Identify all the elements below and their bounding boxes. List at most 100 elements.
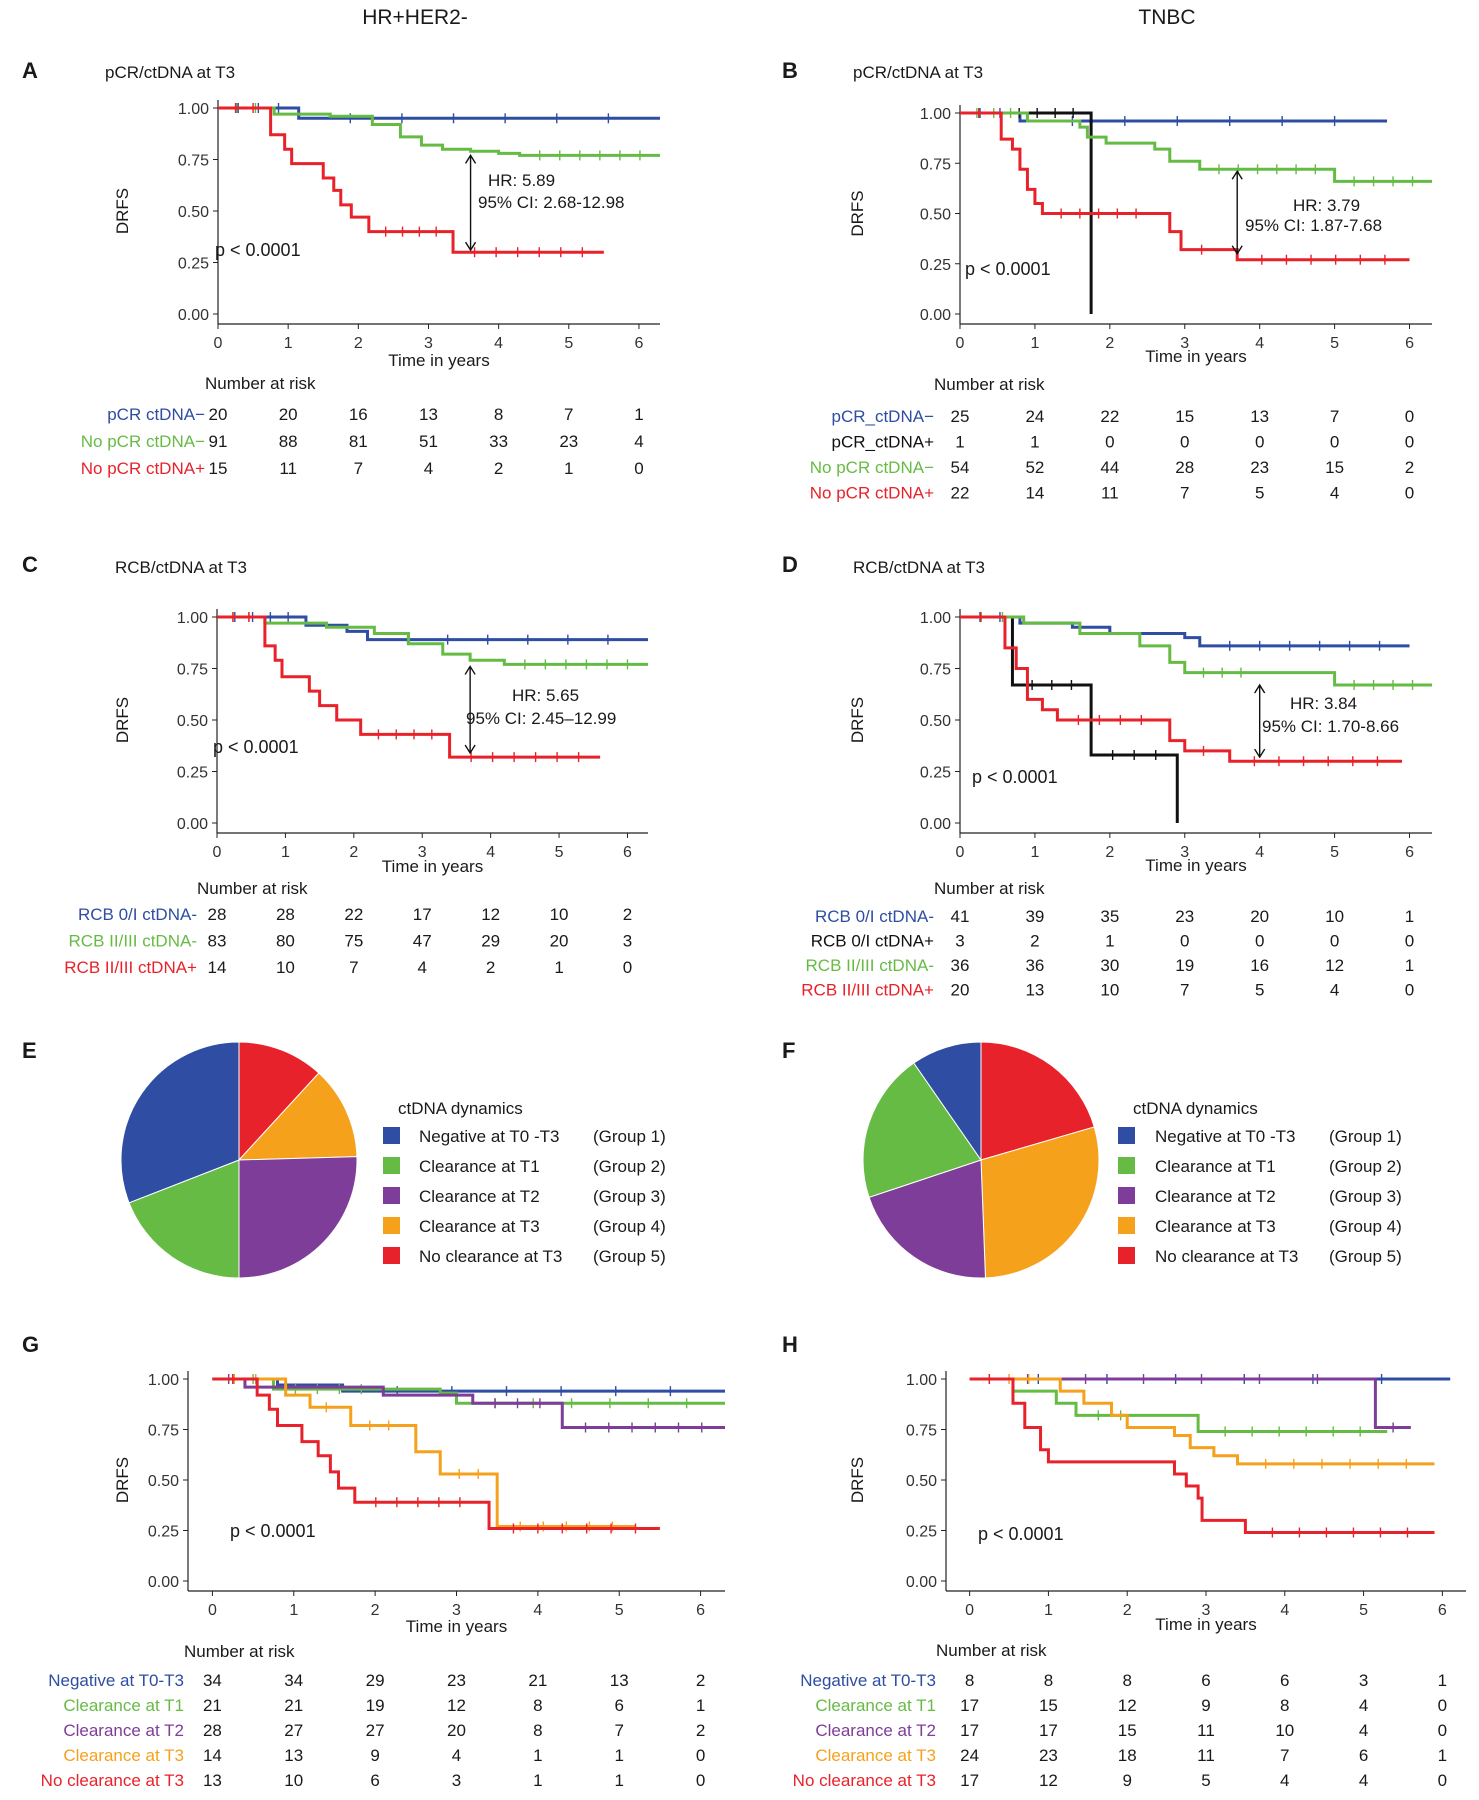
risk-cell: 20 — [1250, 907, 1269, 926]
risk-row-label: Clearance at T3 — [815, 1746, 936, 1765]
y-tick-label: 0.75 — [906, 1423, 937, 1440]
risk-cell: 3 — [1359, 1671, 1368, 1690]
series-line-purple — [212, 1377, 725, 1429]
risk-cell: 16 — [349, 405, 368, 424]
p-value-label: p < 0.0001 — [972, 767, 1058, 787]
risk-cell: 10 — [284, 1771, 303, 1790]
risk-cell: 12 — [1039, 1771, 1058, 1790]
legend-swatch-green — [383, 1157, 400, 1174]
p-value-label: p < 0.0001 — [978, 1524, 1064, 1544]
p-value-label: p < 0.0001 — [213, 737, 299, 757]
risk-cell: 0 — [1105, 433, 1114, 452]
risk-cell: 22 — [1100, 407, 1119, 426]
y-tick-label: 0.00 — [906, 1574, 937, 1591]
risk-row-label: Clearance at T3 — [63, 1746, 184, 1765]
risk-cell: 6 — [370, 1771, 379, 1790]
panel-letter: G — [22, 1332, 39, 1357]
risk-cell: 1 — [1405, 956, 1414, 975]
risk-cell: 15 — [1118, 1721, 1137, 1740]
pie-slice-red — [238, 1041, 320, 1162]
x-tick-label: 5 — [1330, 844, 1339, 861]
risk-cell: 27 — [284, 1721, 303, 1740]
risk-cell: 14 — [1025, 484, 1044, 503]
risk-cell: 1 — [1030, 433, 1039, 452]
y-tick-label: 1.00 — [906, 1372, 937, 1389]
risk-cell: 4 — [1330, 484, 1339, 503]
y-tick-label: 0.75 — [148, 1423, 179, 1440]
y-axis-label: DRFS — [113, 697, 132, 743]
risk-cell: 20 — [447, 1721, 466, 1740]
risk-cell: 0 — [1405, 932, 1414, 951]
series-line-blue — [960, 615, 1410, 648]
risk-cell: 1 — [554, 958, 563, 977]
risk-cell: 8 — [1280, 1696, 1289, 1715]
risk-cell: 2 — [486, 958, 495, 977]
risk-cell: 12 — [447, 1696, 466, 1715]
risk-cell: 28 — [276, 905, 295, 924]
risk-cell: 20 — [951, 981, 970, 1000]
legend-group: (Group 2) — [1329, 1157, 1402, 1176]
risk-cell: 39 — [1025, 907, 1044, 926]
risk-cell: 1 — [533, 1771, 542, 1790]
risk-cell: 10 — [1275, 1721, 1294, 1740]
risk-cell: 2 — [494, 459, 503, 478]
x-tick-label: 3 — [418, 844, 427, 861]
x-axis-label: Time in years — [1145, 856, 1246, 875]
risk-cell: 1 — [614, 1746, 623, 1765]
series-line-green — [969, 1377, 1388, 1434]
risk-cell: 12 — [1118, 1696, 1137, 1715]
y-tick-label: 1.00 — [148, 1372, 179, 1389]
x-axis-label: Time in years — [1155, 1615, 1256, 1634]
y-tick-label: 1.00 — [178, 101, 209, 118]
series-line-green — [960, 615, 1432, 687]
risk-cell: 20 — [550, 932, 569, 951]
risk-cell: 28 — [1175, 458, 1194, 477]
risk-cell: 0 — [1330, 932, 1339, 951]
risk-cell: 44 — [1100, 458, 1119, 477]
panel-letter: F — [782, 1038, 795, 1063]
risk-cell: 15 — [209, 459, 228, 478]
x-tick-label: 5 — [564, 335, 573, 352]
risk-cell: 1 — [1105, 932, 1114, 951]
risk-cell: 2 — [1030, 932, 1039, 951]
y-tick-label: 0.00 — [920, 307, 951, 324]
risk-cell: 0 — [696, 1771, 705, 1790]
risk-row-label: RCB II/III ctDNA+ — [64, 958, 197, 977]
x-tick-label: 6 — [623, 844, 632, 861]
x-tick-label: 3 — [1180, 844, 1189, 861]
risk-cell: 0 — [634, 459, 643, 478]
panel-d: D RCB/ctDNA at T30.000.250.500.751.000 1 2 3… — [782, 552, 1432, 1000]
arrow-head-down — [464, 241, 477, 252]
risk-cell: 10 — [276, 958, 295, 977]
x-tick-label: 3 — [424, 335, 433, 352]
series-line-red — [218, 106, 604, 254]
panel-title: RCB/ctDNA at T3 — [115, 558, 247, 577]
x-tick-label: 3 — [1202, 1602, 1211, 1619]
risk-cell: 0 — [696, 1746, 705, 1765]
legend-label: Negative at T0 -T3 — [1155, 1127, 1295, 1146]
risk-cell: 11 — [1197, 1721, 1215, 1740]
x-tick-label: 2 — [1105, 335, 1114, 352]
column-header-right: TNBC — [1138, 6, 1196, 29]
legend-label: No clearance at T3 — [1155, 1247, 1298, 1266]
y-axis-label: DRFS — [113, 1457, 132, 1503]
x-tick-label: 0 — [213, 844, 222, 861]
x-tick-label: 1 — [284, 335, 293, 352]
risk-cell: 34 — [203, 1671, 222, 1690]
risk-cell: 28 — [203, 1721, 222, 1740]
legend-swatch-blue — [1118, 1127, 1135, 1144]
ci-label: 95% CI: 2.45–12.99 — [466, 709, 616, 728]
risk-cell: 80 — [276, 932, 295, 951]
series-line-red — [212, 1377, 660, 1530]
legend-group: (Group 1) — [1329, 1127, 1402, 1146]
risk-cell: 7 — [349, 958, 358, 977]
risk-cell: 16 — [1250, 956, 1269, 975]
hr-label: HR: 3.84 — [1290, 694, 1357, 713]
risk-cell: 13 — [419, 405, 438, 424]
pie-slice-blue — [120, 1041, 240, 1204]
risk-cell: 7 — [354, 459, 363, 478]
series-line-orange — [212, 1377, 636, 1528]
risk-table-title: Number at risk — [934, 879, 1045, 898]
